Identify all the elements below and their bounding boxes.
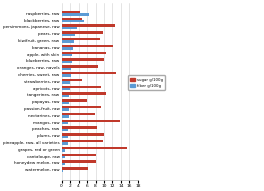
Bar [62,113,95,115]
Bar [62,20,84,22]
Bar [62,47,73,50]
Bar [62,18,82,20]
Bar [62,140,103,142]
Bar [62,61,72,63]
Bar [62,115,69,118]
Bar [62,34,75,36]
Bar [62,88,70,90]
Bar [62,38,100,40]
Bar [62,154,96,156]
Bar [62,52,106,54]
Bar [62,163,65,165]
Bar [62,11,80,13]
Bar [62,133,104,136]
Bar [62,122,68,124]
Bar [62,108,69,111]
Legend: sugar g/100g, fiber g/100g: sugar g/100g, fiber g/100g [128,75,165,90]
Bar [62,92,106,95]
Bar [62,156,65,158]
Bar [62,40,74,43]
Bar [62,74,70,77]
Bar [62,72,116,74]
Bar [62,45,114,47]
Bar [62,58,104,61]
Bar [62,65,98,68]
Bar [62,102,69,104]
Bar [62,31,103,34]
Bar [62,149,65,152]
Bar [62,142,68,145]
Bar [62,81,70,84]
Bar [62,126,97,129]
Bar [62,13,89,16]
Bar [62,170,63,172]
Bar [62,136,68,138]
Bar [62,129,68,131]
Bar [62,167,88,170]
Bar [62,99,87,102]
Bar [62,24,115,27]
Bar [62,120,120,122]
Bar [62,86,101,88]
Bar [62,95,69,97]
Bar [62,147,127,149]
Bar [62,160,96,163]
Bar [62,79,82,81]
Bar [62,27,77,29]
Bar [62,54,72,56]
Bar [62,106,101,108]
Bar [62,68,71,70]
